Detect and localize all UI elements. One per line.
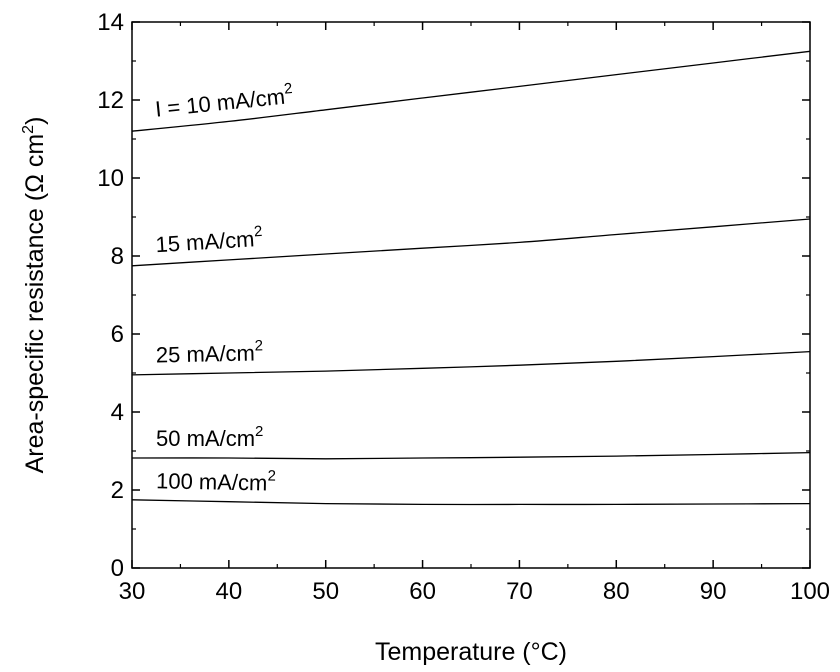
- series-line: [131, 451, 811, 460]
- series-label: 25 mA/cm2: [156, 337, 264, 367]
- series-lines: [131, 50, 811, 506]
- series-line: [131, 218, 811, 267]
- x-tick-label: 100: [790, 578, 830, 605]
- y-tick-label: 14: [97, 9, 124, 36]
- y-tick-label: 0: [111, 555, 124, 582]
- x-tick-label: 70: [506, 578, 533, 605]
- y-tick-label: 6: [111, 321, 124, 348]
- tick-labels: 30 40 50 60 70 80 90 100 0 2 4 6 8 10 12 14: [97, 9, 830, 605]
- y-axis-title: Area-specific resistance (Ω cm2): [20, 117, 49, 474]
- y-tick-label: 8: [111, 243, 124, 270]
- y-tick-label: 10: [97, 165, 124, 192]
- x-tick-label: 80: [603, 578, 630, 605]
- x-tick-label: 50: [312, 578, 339, 605]
- series-label: 15 mA/cm2: [155, 223, 264, 257]
- series-line: [131, 50, 811, 132]
- x-tick-label: 40: [216, 578, 243, 605]
- series-labels: I = 10 mA/cm2 15 mA/cm2 25 mA/cm2 50 mA/cm2…: [154, 80, 295, 495]
- series-line: [131, 350, 811, 376]
- x-axis-title: Temperature (°C): [375, 638, 567, 666]
- y-tick-label: 2: [111, 477, 124, 504]
- series-label: 50 mA/cm2: [156, 423, 263, 451]
- series-label: 100 mA/cm2: [156, 465, 276, 495]
- y-tick-label: 12: [97, 87, 124, 114]
- x-tick-label: 30: [119, 578, 146, 605]
- axis-ticks: [131, 21, 811, 569]
- x-tick-label: 60: [409, 578, 436, 605]
- series-label: I = 10 mA/cm2: [154, 80, 295, 122]
- x-tick-label: 90: [700, 578, 727, 605]
- y-tick-label: 4: [111, 399, 124, 426]
- series-line: [131, 499, 811, 506]
